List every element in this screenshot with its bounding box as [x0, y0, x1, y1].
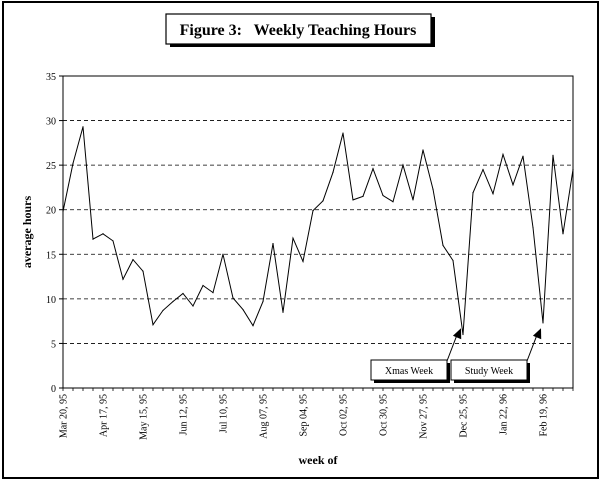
y-tick-label: 30 [46, 117, 56, 128]
data-point [542, 322, 544, 324]
x-tick-label: May 15, 95 [139, 394, 150, 440]
y-axis-ticks: 0 5 10 15 20 25 30 35 [46, 72, 63, 395]
data-point [312, 210, 314, 212]
data-point [92, 238, 94, 240]
data-point [332, 171, 334, 173]
data-point [322, 200, 324, 202]
data-point [372, 168, 374, 170]
data-point [152, 324, 154, 326]
data-point [282, 311, 284, 313]
data-point [182, 292, 184, 295]
data-point [352, 199, 354, 201]
data-point [222, 253, 224, 255]
y-axis-title: average hours [20, 196, 34, 269]
annotation-box [370, 359, 448, 381]
data-point [412, 199, 414, 201]
data-point [362, 195, 364, 197]
x-tick-label: Sep 04, 95 [299, 394, 310, 437]
data-point [392, 201, 394, 203]
data-point [572, 169, 574, 171]
y-tick-label: 25 [46, 161, 56, 172]
x-tick-label: Dec 25, 95 [459, 394, 470, 438]
data-point [192, 305, 194, 307]
data-point [382, 194, 384, 197]
data-point [132, 259, 134, 261]
data-point [302, 260, 304, 263]
data-point [142, 270, 144, 272]
data-point [272, 242, 274, 245]
x-axis-ticks: Mar 20, 95 Apr 17, 95 May 15, 95 Jun 12, 95… [59, 388, 574, 440]
annotation-layer: Xmas Week Study Week [370, 328, 542, 383]
y-tick-label: 35 [46, 72, 56, 83]
x-tick-label: Jan 22, 96 [499, 394, 510, 435]
data-point [562, 233, 564, 235]
data-point [432, 188, 434, 190]
data-point [122, 278, 124, 280]
y-tick-label: 10 [46, 295, 56, 306]
chart-title: Figure 3: Weekly Teaching Hours [180, 22, 417, 39]
series-line [62, 126, 574, 335]
data-point [262, 300, 264, 303]
data-point [292, 237, 294, 239]
data-point [422, 149, 424, 151]
data-point [522, 155, 524, 157]
annotation-box [450, 359, 528, 381]
plot-area [62, 75, 574, 389]
data-point [202, 284, 204, 287]
data-point [112, 240, 114, 242]
x-tick-label: Oct 02, 95 [339, 394, 350, 436]
x-tick-label: Nov 27, 95 [419, 394, 430, 439]
data-point [82, 126, 84, 128]
data-point [472, 192, 474, 194]
data-point [62, 210, 64, 213]
data-point [492, 193, 494, 195]
data-point [72, 162, 74, 164]
x-tick-label: Oct 30, 95 [379, 394, 390, 436]
data-point [212, 292, 214, 294]
annotation-label: Xmas Week [385, 366, 433, 377]
title-box [165, 13, 432, 45]
data-point [512, 184, 514, 186]
data-point [252, 325, 254, 327]
series-layer [62, 126, 574, 336]
annotation-arrowhead [532, 328, 542, 340]
data-point [462, 333, 464, 336]
data-point [102, 233, 104, 235]
y-tick-label: 20 [46, 206, 56, 217]
x-tick-label: Apr 17, 95 [99, 394, 110, 437]
data-point [232, 297, 234, 299]
data-point [242, 308, 244, 311]
data-point [482, 169, 484, 171]
x-axis-title: week of [299, 453, 339, 467]
x-tick-label: Aug 07, 95 [259, 394, 270, 439]
annotation-label: Study Week [465, 366, 513, 377]
data-point [452, 259, 454, 262]
y-tick-label: 0 [51, 384, 56, 395]
data-point [172, 300, 174, 303]
annotation-arrowhead [452, 328, 462, 340]
x-tick-label: Feb 19, 96 [539, 394, 550, 437]
data-point [162, 309, 164, 312]
y-tick-label: 5 [51, 339, 56, 350]
x-tick-label: Mar 20, 95 [59, 394, 70, 438]
x-tick-label: Jun 12, 95 [179, 394, 190, 435]
x-tick-label: Jul 10, 95 [219, 394, 230, 433]
y-tick-label: 15 [46, 250, 56, 261]
data-point [442, 244, 444, 246]
data-point [552, 154, 554, 156]
data-point [532, 226, 534, 229]
data-point [402, 164, 404, 166]
data-point [502, 153, 504, 156]
data-point [342, 132, 344, 134]
